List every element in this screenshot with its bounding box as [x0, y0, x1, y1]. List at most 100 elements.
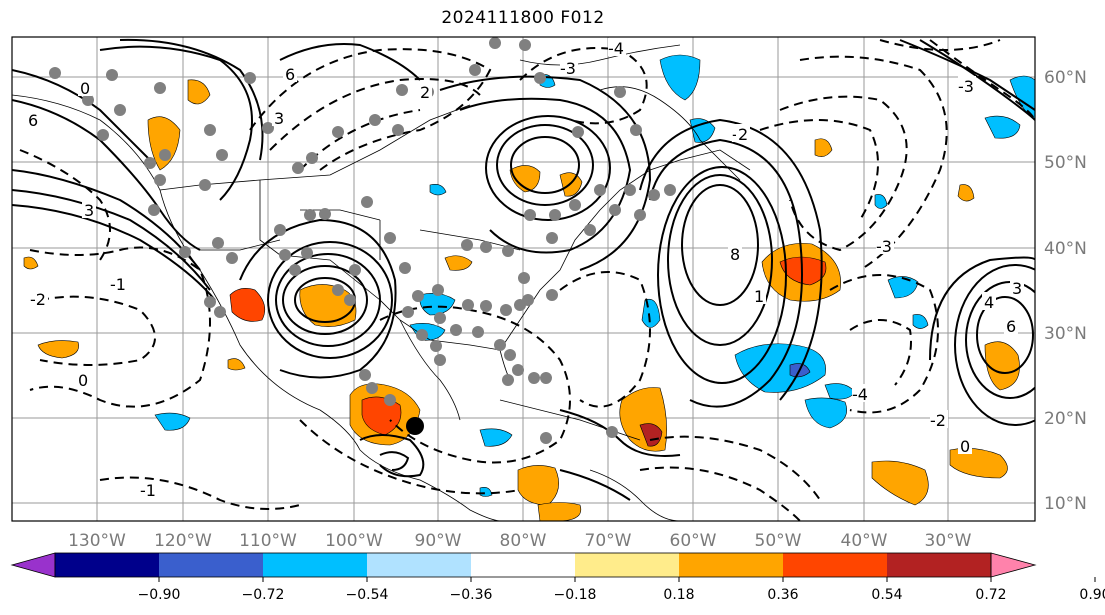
- significance-dot: [49, 67, 61, 79]
- lon-label: 60°W: [670, 531, 717, 551]
- colorbar-segment: [367, 553, 471, 577]
- significance-dot: [289, 264, 301, 276]
- significance-dot: [97, 129, 109, 141]
- significance-dot: [524, 209, 536, 221]
- colorbar-tick-label: 0.18: [663, 587, 694, 603]
- significance-dot: [144, 157, 156, 169]
- significance-dot: [399, 262, 411, 274]
- svg-text:3: 3: [274, 109, 284, 128]
- svg-text:6: 6: [28, 111, 38, 130]
- significance-dot: [392, 124, 404, 136]
- lat-label: 10°N: [1044, 494, 1087, 514]
- significance-dot: [614, 86, 626, 98]
- significance-dot: [396, 84, 408, 96]
- colorbar-tick-label: 0.54: [871, 587, 902, 603]
- significance-dot: [502, 374, 514, 386]
- contour-labels: 6 2 3 0 -1 -2 -3 -4 3 6 0 -2 4 -3 3 6 -2…: [26, 38, 1024, 500]
- significance-dot: [114, 104, 126, 116]
- significance-dot: [432, 284, 444, 296]
- lon-label: 110°W: [239, 531, 297, 551]
- svg-text:2: 2: [738, 125, 748, 144]
- significance-dot: [630, 124, 642, 136]
- lat-label: 40°N: [1044, 239, 1087, 259]
- lon-label: 30°W: [925, 531, 972, 551]
- colorbar-segment: [471, 553, 575, 577]
- significance-dot: [204, 124, 216, 136]
- lat-label: 30°N: [1044, 324, 1087, 344]
- significance-dot: [244, 72, 256, 84]
- svg-text:1: 1: [754, 287, 764, 306]
- significance-dot: [504, 349, 516, 361]
- significance-dot: [462, 299, 474, 311]
- significance-dot: [332, 126, 344, 138]
- svg-text:-1: -1: [110, 275, 126, 294]
- svg-text:-4: -4: [852, 385, 868, 404]
- significance-dot: [534, 72, 546, 84]
- colorbar-tick-label: −0.36: [450, 587, 493, 603]
- significance-dot: [204, 296, 216, 308]
- significance-dot: [369, 114, 381, 126]
- significance-dot: [301, 247, 313, 259]
- significance-dot: [584, 224, 596, 236]
- significance-dot: [502, 245, 514, 257]
- significance-dot: [609, 204, 621, 216]
- lon-label: 50°W: [755, 531, 802, 551]
- significance-dot: [664, 184, 676, 196]
- colorbar-segment: [887, 553, 991, 577]
- coastlines: [12, 44, 751, 521]
- significance-dot: [500, 304, 512, 316]
- significance-dot: [349, 264, 361, 276]
- lon-label: 90°W: [415, 531, 462, 551]
- significance-dot: [572, 126, 584, 138]
- significance-dot: [412, 290, 424, 302]
- significance-dot: [359, 369, 371, 381]
- significance-dot: [361, 196, 373, 208]
- significance-dot: [214, 306, 226, 318]
- significance-dot: [634, 209, 646, 221]
- significance-dot: [416, 329, 428, 341]
- colorbar-tick-label: −0.72: [242, 587, 285, 603]
- svg-text:6: 6: [285, 65, 295, 84]
- colorbar-tick-label: −0.90: [138, 587, 181, 603]
- lat-label: 60°N: [1044, 68, 1087, 88]
- significance-dot: [304, 209, 316, 221]
- significance-dot: [154, 174, 166, 186]
- storm-marker: [406, 417, 424, 435]
- significance-dot: [216, 149, 228, 161]
- significance-dot: [472, 326, 484, 338]
- svg-text:-3: -3: [560, 59, 576, 78]
- map-border: [11, 36, 1036, 522]
- svg-text:3: 3: [84, 201, 94, 220]
- lon-label: 40°W: [841, 531, 888, 551]
- colorbar-extend-max: [990, 552, 1037, 578]
- significance-dot: [262, 122, 274, 134]
- significance-dot: [292, 162, 304, 174]
- significance-dot: [522, 294, 534, 306]
- lon-label: 80°W: [500, 531, 547, 551]
- significance-dots: [49, 37, 676, 444]
- significance-dot: [82, 94, 94, 106]
- lon-label: 70°W: [585, 531, 632, 551]
- significance-dot: [226, 252, 238, 264]
- negative-anomaly-shading: [154, 54, 1035, 497]
- latitude-labels: 60°N 50°N 40°N 30°N 20°N 10°N: [1044, 68, 1087, 514]
- significance-dot: [540, 372, 552, 384]
- svg-text:4: 4: [984, 293, 994, 312]
- colorbar-ticks: −0.90 −0.72 −0.54 −0.36 −0.18 0.18 0.36 0.54 0.7…: [138, 577, 1105, 603]
- significance-dot: [480, 300, 492, 312]
- significance-dot: [528, 372, 540, 384]
- significance-dot: [212, 237, 224, 249]
- significance-dot: [179, 246, 191, 258]
- colorbar-segment: [55, 553, 159, 577]
- colorbar-outline: [54, 552, 992, 578]
- significance-dot: [344, 294, 356, 306]
- colorbar-segment: [679, 553, 783, 577]
- significance-dot: [461, 239, 473, 251]
- colorbar-extend-min: [10, 552, 56, 578]
- colorbar-tick-label: 0.36: [767, 587, 798, 603]
- svg-text:8: 8: [730, 245, 740, 264]
- lon-label: 100°W: [325, 531, 383, 551]
- significance-dot: [434, 354, 446, 366]
- svg-text:-3: -3: [958, 77, 974, 96]
- colorbar-tick-label: −0.18: [554, 587, 597, 603]
